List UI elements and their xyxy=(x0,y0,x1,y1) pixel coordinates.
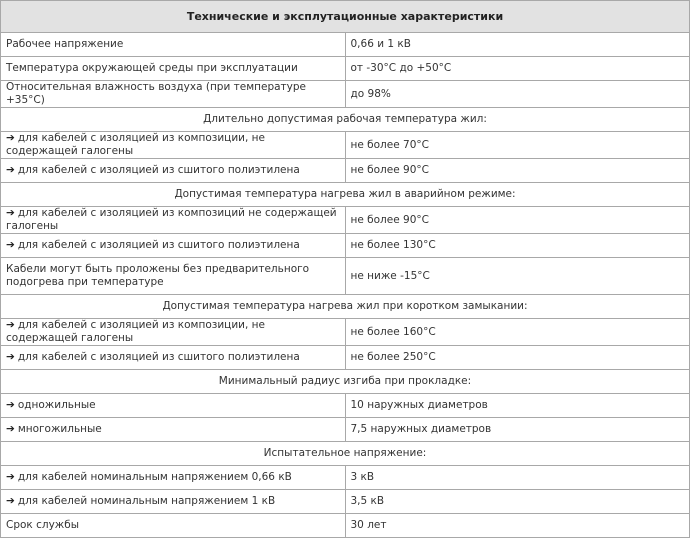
param-cell: ➔ для кабелей с изоляцией из сшитого поли… xyxy=(0,233,346,258)
section-label: Минимальный радиус изгиба при прокладке: xyxy=(0,369,690,394)
arrow-right-icon: ➔ xyxy=(6,319,15,331)
param-label: для кабелей с изоляцией из сшитого полиэ… xyxy=(17,351,300,363)
param-label: для кабелей с изоляцией из композиции, н… xyxy=(6,132,265,157)
param-cell: ➔ для кабелей номинальным напряжением 0,6… xyxy=(0,465,346,490)
table-row: ➔ для кабелей с изоляцией из сшитого поли… xyxy=(0,158,690,183)
value-cell: не более 160°С xyxy=(344,318,690,346)
table-row: Рабочее напряжение 0,66 и 1 кВ xyxy=(0,32,690,57)
arrow-right-icon: ➔ xyxy=(6,164,15,176)
table-row: Относительная влажность воздуха (при тем… xyxy=(0,80,690,108)
section-header-row: Минимальный радиус изгиба при прокладке: xyxy=(0,369,690,394)
value-cell: не более 250°С xyxy=(344,345,690,370)
param-cell: Рабочее напряжение xyxy=(0,32,346,57)
param-cell: ➔ многожильные xyxy=(0,417,346,442)
section-label: Длительно допустимая рабочая температура… xyxy=(0,107,690,132)
param-label: Температура окружающей среды при эксплуа… xyxy=(6,62,298,74)
section-label: Допустимая температура нагрева жил в ава… xyxy=(0,182,690,207)
table-row: Температура окружающей среды при эксплуа… xyxy=(0,56,690,81)
value-cell: 7,5 наружных диаметров xyxy=(344,417,690,442)
table-row: ➔ для кабелей номинальным напряжением 1 к… xyxy=(0,489,690,514)
param-cell: Срок службы xyxy=(0,513,346,538)
param-cell: Относительная влажность воздуха (при тем… xyxy=(0,80,346,108)
value-cell: не более 90°С xyxy=(344,206,690,234)
table-row: Срок службы 30 лет xyxy=(0,513,690,538)
section-header-row: Испытательное напряжение: xyxy=(0,441,690,466)
table-header-row: Технические и эксплутационные характерис… xyxy=(0,0,690,33)
value-cell: 0,66 и 1 кВ xyxy=(344,32,690,57)
arrow-right-icon: ➔ xyxy=(6,495,15,507)
param-cell: ➔ для кабелей с изоляцией из композиций н… xyxy=(0,206,346,234)
table-row: Кабели могут быть проложены без предвари… xyxy=(0,257,690,295)
param-label: для кабелей с изоляцией из сшитого полиэ… xyxy=(17,239,300,251)
section-header-row: Допустимая температура нагрева жил в ава… xyxy=(0,182,690,207)
value-cell: до 98% xyxy=(344,80,690,108)
arrow-right-icon: ➔ xyxy=(6,471,15,483)
arrow-right-icon: ➔ xyxy=(6,239,15,251)
table-row: ➔ для кабелей с изоляцией из композиции, … xyxy=(0,131,690,159)
table-row: ➔ для кабелей с изоляцией из композиций н… xyxy=(0,206,690,234)
table-title: Технические и эксплутационные характерис… xyxy=(0,0,690,33)
arrow-right-icon: ➔ xyxy=(6,423,15,435)
arrow-right-icon: ➔ xyxy=(6,399,15,411)
arrow-right-icon: ➔ xyxy=(6,351,15,363)
param-cell: Температура окружающей среды при эксплуа… xyxy=(0,56,346,81)
param-label: одножильные xyxy=(17,399,96,411)
param-label: для кабелей с изоляцией из композиций не… xyxy=(6,207,337,232)
table-row: ➔ для кабелей с изоляцией из сшитого поли… xyxy=(0,345,690,370)
param-label: для кабелей с изоляцией из сшитого полиэ… xyxy=(17,164,300,176)
param-label: для кабелей номинальным напряжением 0,66… xyxy=(17,471,292,483)
section-header-row: Допустимая температура нагрева жил при к… xyxy=(0,294,690,319)
value-cell: 30 лет xyxy=(344,513,690,538)
param-label: Кабели могут быть проложены без предвари… xyxy=(6,263,310,288)
param-cell: ➔ для кабелей с изоляцией из композиции, … xyxy=(0,318,346,346)
param-label: Рабочее напряжение xyxy=(6,38,124,50)
arrow-right-icon: ➔ xyxy=(6,132,15,144)
arrow-right-icon: ➔ xyxy=(6,207,15,219)
section-label: Допустимая температура нагрева жил при к… xyxy=(0,294,690,319)
param-cell: ➔ для кабелей номинальным напряжением 1 к… xyxy=(0,489,346,514)
value-cell: не более 90°С xyxy=(344,158,690,183)
value-cell: не ниже -15°С xyxy=(344,257,690,295)
value-cell: не более 70°С xyxy=(344,131,690,159)
value-cell: 10 наружных диаметров xyxy=(344,393,690,418)
table-row: ➔ одножильные 10 наружных диаметров xyxy=(0,393,690,418)
param-cell: ➔ для кабелей с изоляцией из композиции, … xyxy=(0,131,346,159)
param-cell: ➔ для кабелей с изоляцией из сшитого поли… xyxy=(0,345,346,370)
param-cell: Кабели могут быть проложены без предвари… xyxy=(0,257,346,295)
section-header-row: Длительно допустимая рабочая температура… xyxy=(0,107,690,132)
section-label: Испытательное напряжение: xyxy=(0,441,690,466)
table-row: ➔ для кабелей с изоляцией из сшитого поли… xyxy=(0,233,690,258)
param-cell: ➔ одножильные xyxy=(0,393,346,418)
table-row: ➔ многожильные 7,5 наружных диаметров xyxy=(0,417,690,442)
param-label: многожильные xyxy=(17,423,102,435)
param-label: Относительная влажность воздуха (при тем… xyxy=(6,81,307,106)
value-cell: от -30°С до +50°С xyxy=(344,56,690,81)
param-label: для кабелей номинальным напряжением 1 кВ xyxy=(17,495,276,507)
value-cell: 3 кВ xyxy=(344,465,690,490)
value-cell: 3,5 кВ xyxy=(344,489,690,514)
table-row: ➔ для кабелей с изоляцией из композиции, … xyxy=(0,318,690,346)
value-cell: не более 130°С xyxy=(344,233,690,258)
param-cell: ➔ для кабелей с изоляцией из сшитого поли… xyxy=(0,158,346,183)
param-label: для кабелей с изоляцией из композиции, н… xyxy=(6,319,265,344)
table-row: ➔ для кабелей номинальным напряжением 0,6… xyxy=(0,465,690,490)
param-label: Срок службы xyxy=(6,519,80,531)
